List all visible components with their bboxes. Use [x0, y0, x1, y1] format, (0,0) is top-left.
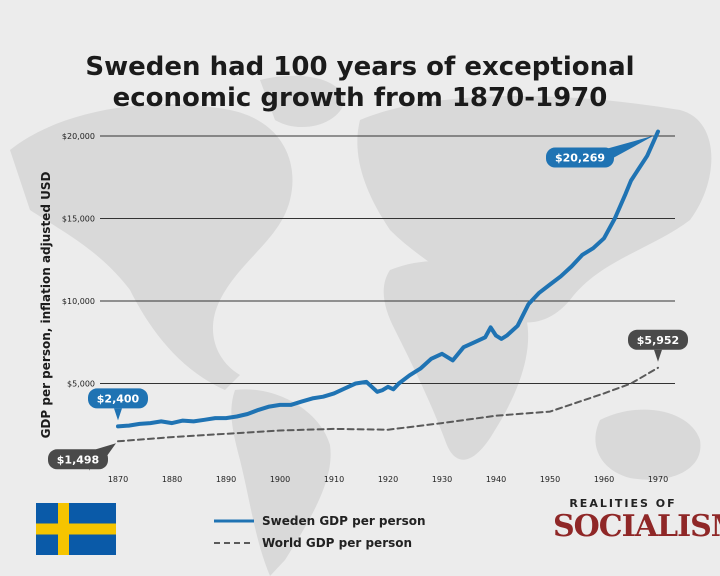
callout-label: $20,269	[555, 152, 605, 165]
legend-item-sweden: Sweden GDP per person	[214, 510, 426, 532]
brand-top-text: REALITIES OF	[569, 497, 677, 510]
callout-box	[48, 449, 108, 470]
world-gdp-line	[117, 366, 659, 443]
title-line-1: Sweden had 100 years of exceptional	[85, 52, 635, 82]
gdp-line-chart: $20,000$15,000$10,000$5,000$- 1870188018…	[48, 129, 688, 484]
legend-item-world: World GDP per person	[214, 532, 426, 554]
callout-2400: $2,400	[88, 388, 148, 421]
callout-1498: $1,498	[48, 443, 116, 470]
x-tick-label: 1870	[108, 475, 128, 484]
realities-of-socialism-logo: REALITIES OF SOCIALISM	[553, 497, 720, 544]
title-line-2: economic growth from 1870-1970	[112, 83, 608, 113]
brand-main-text: SOCIALISM	[553, 509, 720, 544]
legend-label-sweden: Sweden GDP per person	[262, 514, 426, 528]
chart-title: Sweden had 100 years of exceptional econ…	[60, 52, 660, 114]
africa-shape	[383, 261, 529, 460]
x-tick-label: 1960	[594, 475, 614, 484]
chart-legend: Sweden GDP per person World GDP per pers…	[214, 510, 426, 554]
callout-label: $1,498	[57, 453, 99, 466]
callout-pointer	[96, 443, 116, 458]
callout-layer: $2,400 $20,269 $1,498 $5,952	[48, 135, 688, 470]
x-tick-label: 1930	[432, 475, 452, 484]
x-tick-labels: 1870 1880 1890 1900 1910 1920 1930 1940 1950 1960…	[108, 475, 668, 484]
greenland-shape	[260, 75, 345, 128]
x-tick-label: 1880	[162, 475, 182, 484]
south-america-shape	[231, 389, 331, 576]
x-tick-label: 1950	[540, 475, 560, 484]
y-tick-label: $20,000	[62, 132, 95, 141]
callout-label: $2,400	[97, 392, 140, 405]
x-tick-label: 1920	[378, 475, 398, 484]
callout-5952: $5,952	[628, 329, 688, 362]
callout-label: $5,952	[637, 334, 679, 347]
callout-pointer	[114, 408, 122, 421]
callout-box	[628, 329, 688, 350]
x-tick-label: 1940	[486, 475, 506, 484]
sweden-flag-icon	[36, 503, 116, 555]
x-tick-label: 1900	[270, 475, 290, 484]
callout-box	[546, 147, 614, 168]
australia-shape	[595, 409, 701, 480]
x-tick-label: 1970	[648, 475, 668, 484]
y-tick-label: $15,000	[62, 215, 95, 224]
legend-swatch-sweden	[214, 519, 254, 523]
callout-box	[88, 388, 148, 409]
y-tick-labels: $20,000$15,000$10,000$5,000$-	[62, 132, 95, 471]
callout-pointer	[604, 135, 654, 158]
x-tick-label: 1890	[216, 475, 236, 484]
callout-pointer	[654, 349, 662, 362]
callout-20269: $20,269	[546, 135, 654, 168]
y-tick-label: $10,000	[62, 297, 95, 306]
x-tick-label: 1910	[324, 475, 344, 484]
sweden-gdp-line	[116, 129, 660, 429]
north-america-shape	[10, 104, 293, 391]
legend-swatch-world	[214, 542, 254, 544]
series-layer	[116, 129, 660, 443]
legend-label-world: World GDP per person	[262, 536, 413, 550]
grid-lines	[100, 135, 675, 384]
y-tick-label: $5,000	[67, 380, 95, 389]
